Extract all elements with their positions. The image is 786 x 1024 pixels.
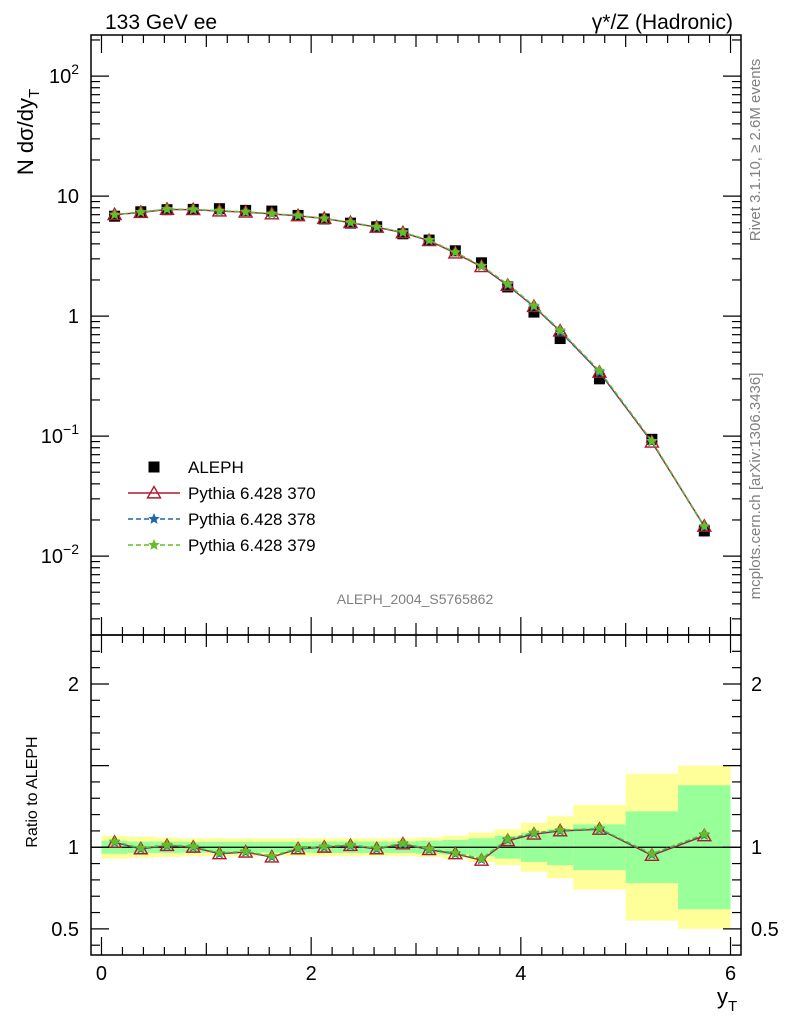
- ratio-y-tick-label-right: 1: [751, 837, 762, 859]
- ratio-data-point: [292, 842, 304, 853]
- legend-label: Pythia 6.428 378: [188, 510, 316, 529]
- ratio-data-point: [239, 845, 252, 857]
- ratio-data-point: [698, 828, 711, 840]
- main-data-point: [266, 207, 278, 219]
- ratio-data-point: [370, 842, 383, 853]
- main-series-line: [114, 208, 705, 527]
- main-data-point: [528, 299, 540, 311]
- main-data-point: [213, 204, 226, 216]
- main-data-point: [502, 278, 514, 289]
- legend-item: Pythia 6.428 370: [128, 484, 316, 503]
- main-panel-series: [106, 201, 713, 537]
- main-series-3: [108, 203, 711, 531]
- y-tick-label: 10−2: [41, 541, 79, 568]
- main-data-point: [554, 324, 566, 336]
- main-data-point: [318, 212, 330, 224]
- main-data-point: [397, 226, 409, 238]
- ratio-y-tick-label-right: 0.5: [751, 919, 779, 941]
- ratio-data-point: [593, 822, 606, 834]
- legend-item: Pythia 6.428 379: [128, 536, 316, 555]
- mcplots-label: mcplots.cern.ch [arXiv:1306.3436]: [747, 373, 764, 600]
- ratio-y-axis-label: Ratio to ALEPH: [24, 736, 41, 847]
- ratio-data-point: [266, 850, 278, 862]
- ratio-data-point: [502, 833, 514, 844]
- legend: ALEPH Pythia 6.428 370 Pythia 6.428 378 Pyt…: [128, 458, 316, 555]
- legend-marker: [148, 461, 160, 473]
- x-tick-label: 4: [515, 963, 526, 985]
- y-tick-label: 10−1: [41, 421, 79, 448]
- main-y-axis-label: N dσ/dyT: [13, 89, 43, 175]
- x-tick-label: 2: [306, 963, 317, 985]
- y-tick-label: 10: [57, 186, 79, 208]
- x-tick-label: 0: [96, 963, 107, 985]
- ratio-y-tick-label: 2: [68, 674, 79, 696]
- analysis-watermark: ALEPH_2004_S5765862: [337, 591, 494, 607]
- main-data-point: [187, 203, 199, 215]
- ratio-data-point: [161, 838, 173, 850]
- ratio-y-tick-label: 1: [68, 837, 79, 859]
- main-y-axis-ticks: 10−2 10−1 1 10 102: [41, 39, 741, 620]
- main-series-1: [106, 201, 713, 532]
- collision-energy-label: 133 GeV ee: [105, 11, 217, 34]
- legend-marker: [146, 485, 162, 499]
- ratio-data-point: [187, 840, 199, 852]
- main-data-point: [292, 209, 304, 221]
- main-data-point: [475, 259, 488, 271]
- ratio-y-tick-label-right: 2: [751, 674, 762, 696]
- ratio-data-point: [475, 852, 488, 864]
- legend-marker: [148, 539, 160, 550]
- legend-label: ALEPH: [188, 458, 244, 477]
- main-data-point: [554, 333, 566, 345]
- y-tick-label: 102: [49, 61, 79, 88]
- ratio-data-point: [108, 835, 121, 847]
- legend-label: Pythia 6.428 379: [188, 536, 316, 555]
- x-axis-ticks: 0 2 4 6: [96, 35, 736, 985]
- main-series-line: [114, 208, 705, 528]
- process-label: γ*/Z (Hadronic): [592, 11, 733, 34]
- main-series-line: [114, 208, 705, 527]
- legend-marker: [148, 513, 160, 524]
- ratio-data-point: [318, 840, 330, 852]
- main-data-point: [239, 205, 252, 217]
- main-data-point: [449, 246, 462, 258]
- ratio-y-tick-label: 0.5: [51, 919, 79, 941]
- ratio-data-point: [554, 824, 566, 835]
- rivet-version-label: Rivet 3.1.10, ≥ 2.6M events: [747, 59, 764, 242]
- ratio-data-point: [423, 842, 435, 854]
- x-axis-label: yT: [717, 984, 737, 1015]
- x-tick-label: 6: [725, 963, 736, 985]
- legend-item: ALEPH: [148, 458, 244, 477]
- main-data-point: [698, 520, 711, 531]
- y-tick-label: 1: [68, 306, 79, 328]
- main-data-point: [135, 206, 147, 217]
- ratio-data-point: [213, 846, 226, 858]
- main-data-point: [108, 208, 121, 220]
- ratio-y-axis-ticks: 0.5 0.5 1 1 2 2: [51, 650, 779, 946]
- ratio-data-point: [449, 846, 462, 858]
- ratio-data-point: [344, 838, 357, 850]
- legend-label: Pythia 6.428 370: [188, 484, 316, 503]
- main-data-point: [423, 234, 435, 245]
- ratio-data-point: [397, 837, 409, 849]
- ratio-series-2: [108, 822, 711, 864]
- main-data-point: [646, 435, 658, 446]
- ratio-panel-series: [106, 821, 713, 866]
- ratio-data-point: [135, 842, 147, 853]
- main-data-point: [370, 220, 383, 232]
- main-data-point: [344, 216, 357, 228]
- main-data-point: [593, 364, 606, 376]
- ratio-data-point: [528, 826, 540, 838]
- ratio-data-point: [646, 847, 658, 859]
- main-data-point: [593, 373, 605, 385]
- main-series-2: [108, 203, 711, 532]
- main-data-point: [161, 203, 173, 214]
- legend-item: Pythia 6.428 378: [128, 510, 316, 529]
